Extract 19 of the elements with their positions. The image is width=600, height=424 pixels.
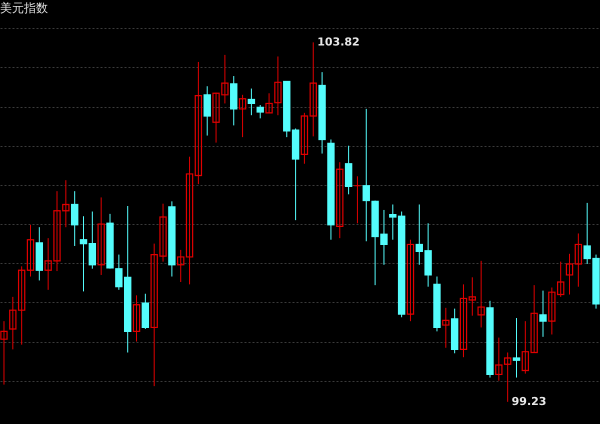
candlestick — [70, 190, 78, 246]
candlestick — [132, 294, 140, 342]
candlestick — [97, 196, 105, 276]
candlestick — [477, 260, 485, 328]
annotation: 103.82 — [317, 35, 360, 48]
candlestick — [248, 88, 256, 116]
candlestick — [406, 239, 414, 322]
candlestick — [204, 86, 211, 136]
candlestick — [344, 145, 352, 195]
candlestick — [336, 162, 344, 239]
candlestick — [238, 94, 246, 138]
candlestick — [354, 176, 362, 224]
candlestick — [256, 104, 264, 119]
chart-title: 美元指数 — [0, 1, 48, 15]
candlestick — [539, 290, 547, 338]
candlestick — [0, 320, 8, 386]
candlestick — [442, 307, 450, 348]
annotation: 99.23 — [512, 394, 546, 408]
candlestick — [512, 318, 520, 378]
